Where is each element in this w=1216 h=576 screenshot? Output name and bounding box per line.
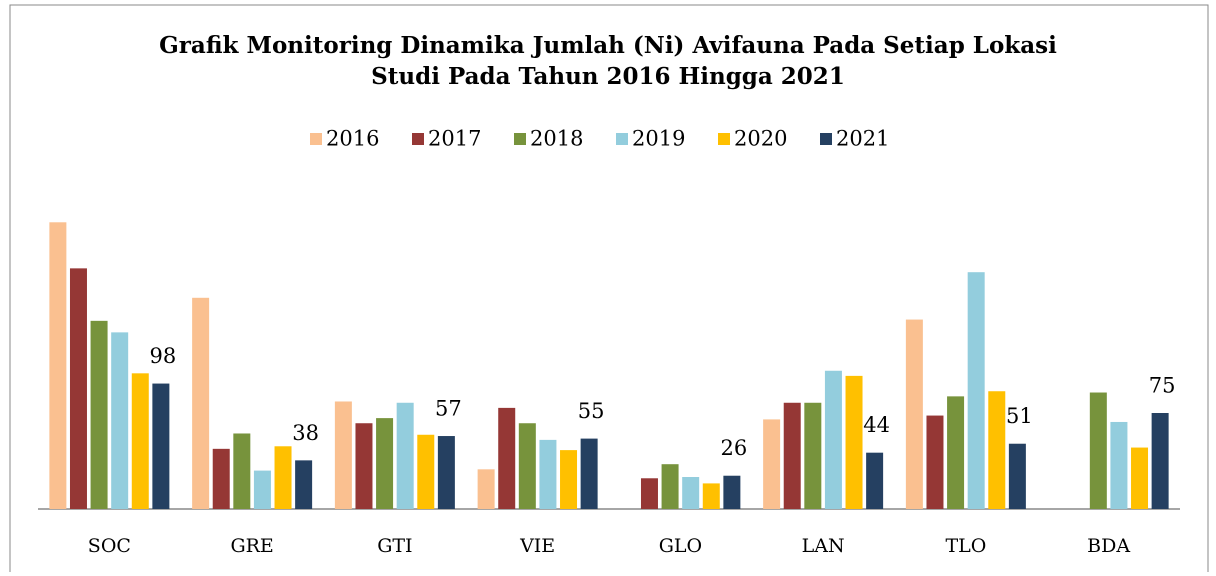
bar — [477, 469, 495, 509]
bar — [334, 401, 352, 509]
x-tick-label: TLO — [945, 535, 986, 557]
data-label: 75 — [1149, 374, 1176, 398]
x-tick-label: LAN — [802, 535, 845, 557]
bar — [661, 464, 679, 509]
bar — [967, 272, 985, 509]
chart-title: Studi Pada Tahun 2016 Hingga 2021 — [371, 63, 845, 90]
bar — [49, 222, 67, 509]
data-label: 57 — [435, 397, 462, 421]
data-label: 26 — [721, 436, 748, 460]
bar — [783, 402, 801, 509]
bar — [845, 375, 863, 509]
bar — [824, 370, 842, 509]
legend-label: 2020 — [734, 127, 787, 151]
bar — [1151, 413, 1169, 509]
bar — [233, 433, 251, 509]
legend-label: 2021 — [836, 127, 889, 151]
legend-swatch — [718, 133, 730, 145]
bar — [212, 448, 230, 509]
legend-label: 2017 — [428, 127, 481, 151]
bar — [1110, 421, 1128, 509]
x-tick-label: SOC — [88, 535, 131, 557]
bar — [274, 446, 292, 509]
data-label: 51 — [1006, 404, 1033, 428]
bar — [926, 415, 944, 509]
bar — [152, 383, 170, 509]
bar — [131, 373, 149, 509]
bar — [498, 407, 516, 509]
legend-swatch — [310, 133, 322, 145]
bar — [804, 402, 822, 509]
bar — [111, 332, 129, 509]
bar — [702, 483, 720, 509]
legend-swatch — [616, 133, 628, 145]
bar — [437, 436, 455, 509]
bar — [253, 470, 271, 509]
legend-swatch — [514, 133, 526, 145]
bar — [640, 478, 658, 509]
x-tick-label: GTI — [377, 535, 412, 557]
chart-border — [9, 4, 1209, 572]
x-tick-label: GRE — [230, 535, 273, 557]
bar — [295, 460, 313, 509]
data-label: 44 — [863, 413, 890, 437]
bar — [518, 423, 536, 509]
bar — [1008, 443, 1026, 509]
data-label: 55 — [578, 399, 605, 423]
bar — [1131, 447, 1149, 509]
data-label: 98 — [150, 344, 177, 368]
bar — [723, 475, 741, 509]
chart-title: Grafik Monitoring Dinamika Jumlah (Ni) A… — [159, 32, 1057, 59]
legend-label: 2018 — [530, 127, 583, 151]
x-tick-label: GLO — [659, 535, 702, 557]
bar — [560, 450, 578, 509]
legend-label: 2016 — [326, 127, 379, 151]
bar — [905, 319, 923, 509]
bar — [355, 423, 373, 509]
x-tick-label: VIE — [519, 535, 555, 557]
legend-swatch — [412, 133, 424, 145]
data-label: 38 — [292, 421, 319, 445]
bar — [682, 477, 700, 509]
bar — [763, 419, 781, 509]
bar — [539, 439, 557, 509]
bar — [417, 434, 435, 509]
bar — [376, 418, 394, 509]
bar — [1089, 392, 1107, 509]
bar — [90, 320, 108, 509]
x-tick-label: BDA — [1087, 535, 1130, 557]
bar — [396, 402, 414, 509]
bar — [988, 391, 1006, 509]
bar — [947, 396, 965, 509]
legend-label: 2019 — [632, 127, 685, 151]
bar — [866, 452, 884, 509]
bar — [192, 297, 210, 509]
legend-swatch — [820, 133, 832, 145]
bar — [580, 438, 598, 509]
bar — [69, 268, 87, 509]
